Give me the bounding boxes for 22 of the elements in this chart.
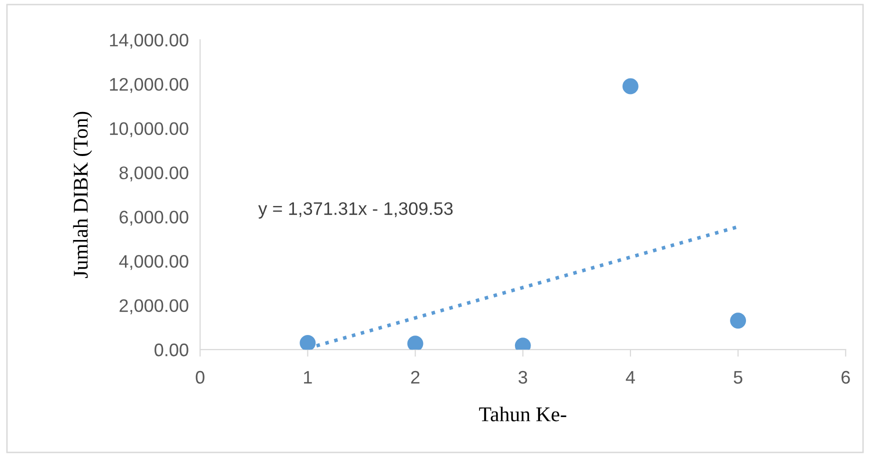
point [622, 78, 638, 94]
point [300, 334, 316, 350]
x-tick-label: 0 [196, 370, 204, 384]
y-tick-label: 4,000.00 [119, 255, 188, 270]
annotation: y = 1,371.31x - 1,309.53 [258, 202, 453, 219]
y-tick-label: 8,000.00 [120, 166, 188, 182]
y-tick-label: 6,000.00 [120, 210, 188, 226]
y-axis-title: Jumlah DIBK (Ton) [73, 112, 92, 278]
x-tick-label: 3 [518, 370, 528, 384]
y-tick-label: 10,000.00 [110, 122, 188, 138]
x-axis-title: Tahun Ke- [479, 406, 566, 422]
point [730, 312, 746, 329]
x-tick-label: 5 [734, 371, 742, 384]
y-tick-label: 2,000.00 [120, 299, 188, 314]
x-tick-label: 1 [304, 371, 312, 384]
x-tick-label: 2 [411, 370, 420, 384]
y-tick-label: 14,000.00 [110, 34, 188, 49]
x-tick-label: 4 [626, 371, 635, 384]
point [407, 336, 424, 350]
y-tick-label: 12,000.00 [110, 78, 188, 93]
y-tick-label: 0.00 [154, 344, 188, 356]
x-tick-label: 6 [842, 370, 850, 384]
